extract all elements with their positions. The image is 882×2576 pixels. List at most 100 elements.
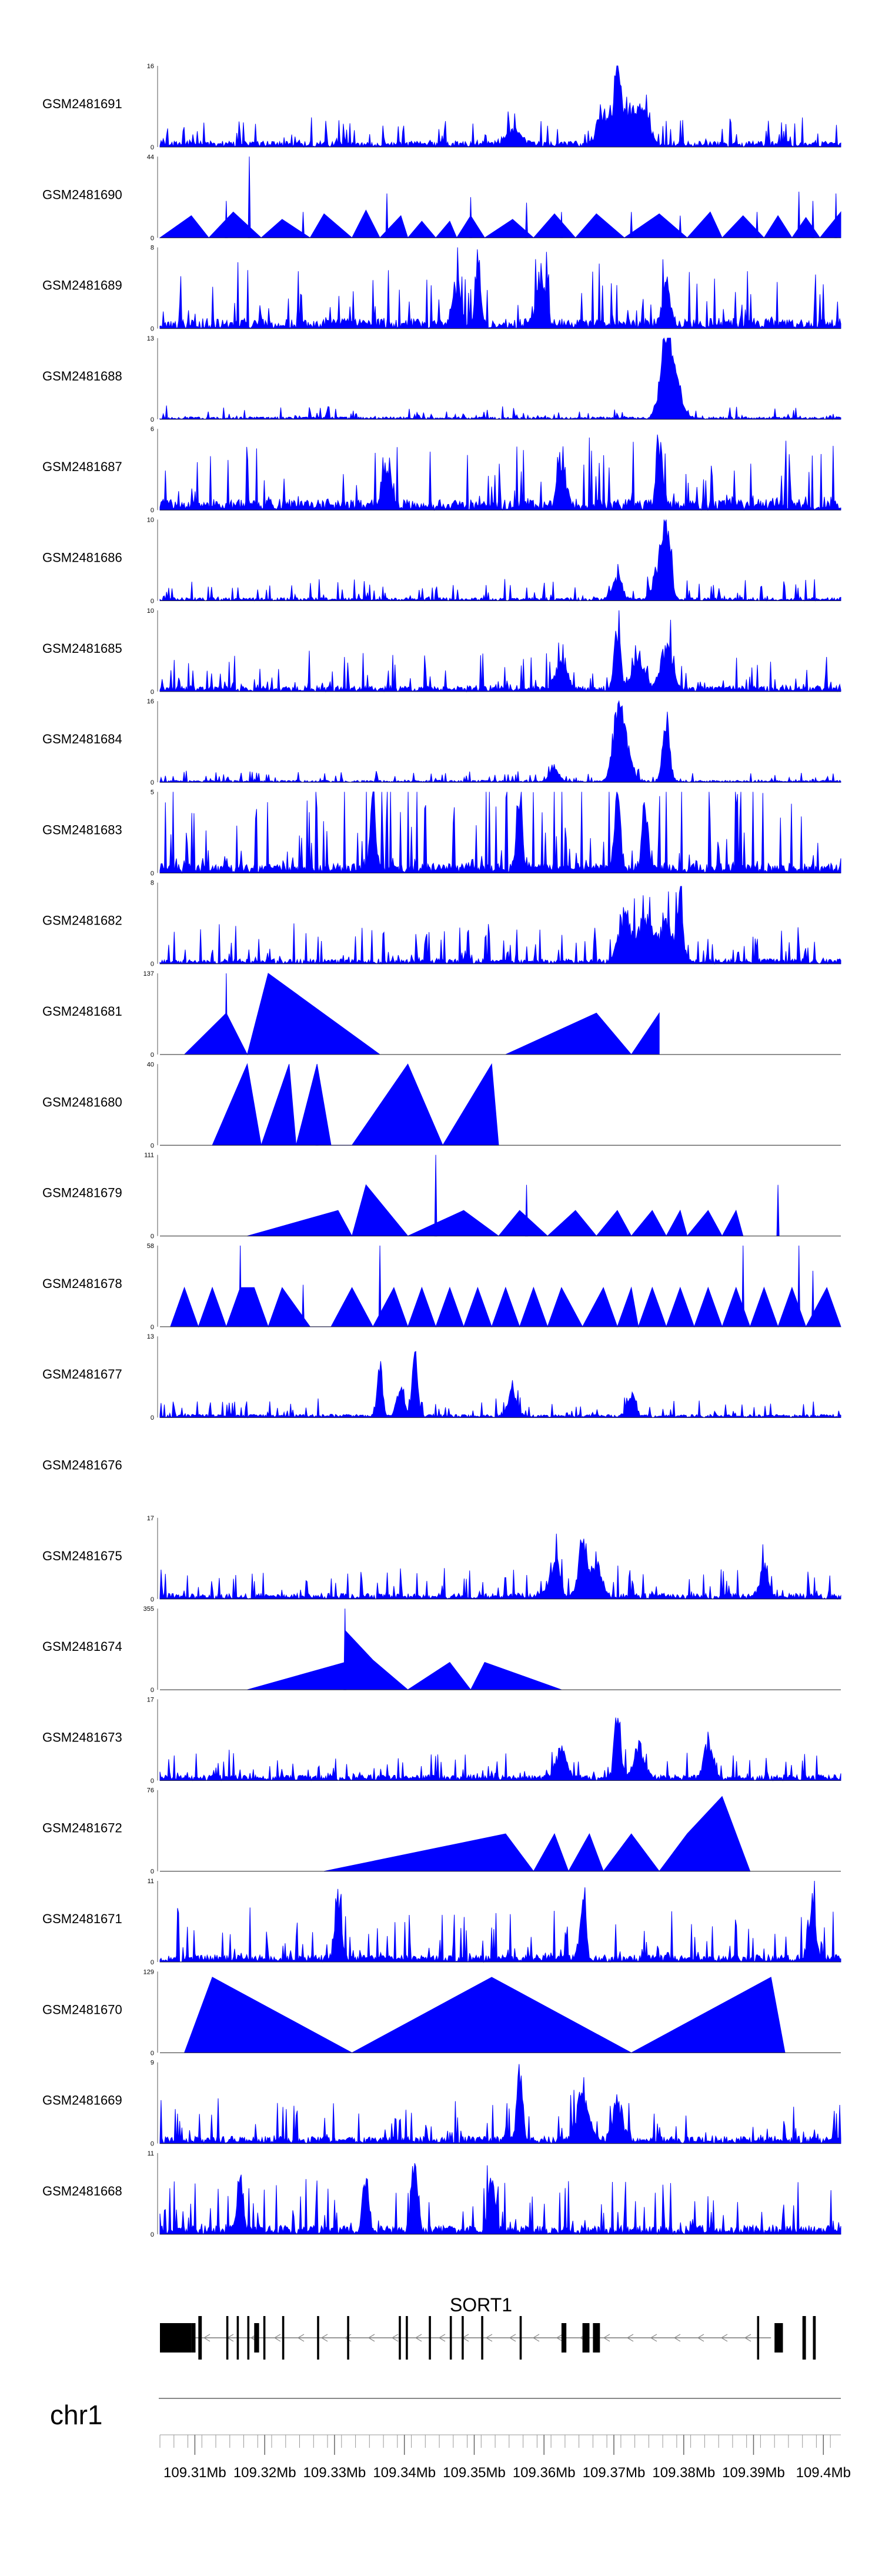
coverage-area (159, 519, 841, 602)
track-label: GSM2481673 (42, 1730, 122, 1744)
coverage-area (212, 1063, 499, 1146)
exon (247, 2316, 250, 2360)
exon (813, 2316, 816, 2360)
coverage-area (170, 1286, 841, 1328)
axis-tick-label: 109.34Mb (373, 2465, 436, 2481)
y-tick-max: 5 (151, 789, 154, 796)
exon (429, 2316, 431, 2360)
coverage-track: GSM2481690 44 0 (42, 154, 841, 242)
y-tick-max: 11 (148, 1878, 154, 1885)
coverage-spike (301, 1284, 305, 1327)
coverage-track: GSM2481679 111 0 (42, 1152, 841, 1240)
y-tick-min: 0 (151, 598, 154, 605)
chromosome-ideogram: chr1 (50, 2398, 841, 2430)
exon (160, 2323, 192, 2353)
coverage-track: GSM2481678 58 0 (42, 1243, 841, 1331)
exon (582, 2323, 590, 2353)
y-tick-min: 0 (151, 144, 154, 151)
coverage-track: GSM2481673 17 0 (42, 1696, 841, 1784)
y-tick-min: 0 (151, 1142, 154, 1149)
coverage-area (159, 886, 841, 965)
coverage-spike (239, 1245, 242, 1327)
track-label: GSM2481678 (42, 1276, 122, 1291)
gene-model-track: SORT1 (160, 2294, 816, 2360)
y-tick-max: 9 (151, 2060, 154, 2067)
exon (519, 2316, 522, 2360)
track-label: GSM2481677 (42, 1367, 122, 1382)
track-label: GSM2481676 (42, 1458, 122, 1473)
exon (481, 2316, 483, 2360)
y-tick-min: 0 (151, 870, 154, 877)
strand-arrow (650, 2334, 657, 2342)
exon (317, 2316, 319, 2360)
coverage-track: GSM2481668 11 0 (42, 2150, 841, 2238)
coverage-area (159, 2064, 841, 2144)
track-label: GSM2481682 (42, 913, 122, 928)
y-tick-min: 0 (151, 689, 154, 696)
strand-arrow (415, 2334, 422, 2342)
strand-arrow (744, 2334, 751, 2342)
coverage-spike (434, 1154, 437, 1237)
coverage-area (183, 1977, 786, 2053)
y-tick-max: 8 (151, 880, 154, 887)
y-tick-min: 0 (151, 2141, 154, 2148)
track-label: GSM2481679 (42, 1186, 122, 1200)
y-tick-min: 0 (151, 1687, 154, 1694)
y-tick-min: 0 (151, 416, 154, 423)
exon (462, 2316, 464, 2360)
axis-tick-label: 109.4Mb (796, 2465, 851, 2481)
coverage-spike (343, 1609, 347, 1690)
y-tick-max: 17 (147, 1696, 154, 1703)
y-tick-min: 0 (151, 1324, 154, 1331)
exon (191, 2323, 196, 2353)
coverage-spike (378, 1245, 382, 1327)
y-tick-max: 10 (147, 517, 154, 524)
y-tick-max: 13 (147, 1333, 154, 1340)
track-label: GSM2481683 (42, 822, 122, 837)
axis-tick-label: 109.32Mb (233, 2465, 296, 2481)
coverage-track: GSM2481677 13 0 (42, 1333, 841, 1422)
track-label: GSM2481672 (42, 1821, 122, 1836)
y-tick-min: 0 (151, 235, 154, 242)
track-label: GSM2481689 (42, 278, 122, 293)
y-tick-min: 0 (151, 326, 154, 333)
y-tick-max: 40 (147, 1061, 154, 1068)
coverage-track: GSM2481681 137 0 (42, 970, 841, 1059)
coverage-spike (797, 1245, 801, 1327)
y-tick-max: 10 (147, 608, 154, 615)
y-tick-min: 0 (151, 1233, 154, 1240)
y-tick-min: 0 (151, 2231, 154, 2238)
track-label: GSM2481688 (42, 369, 122, 383)
coverage-track: GSM2481683 5 0 (42, 789, 841, 877)
strand-arrow (626, 2334, 634, 2342)
coverage-track: GSM2481672 76 0 (42, 1787, 841, 1876)
coverage-area (159, 1717, 841, 1782)
axis-tick-label: 109.37Mb (583, 2465, 646, 2481)
exon (399, 2316, 401, 2360)
track-label: GSM2481684 (42, 732, 122, 746)
coverage-area (159, 2163, 841, 2235)
gene-model-sort1 (160, 2316, 816, 2360)
coverage-area (159, 1880, 841, 1963)
genome-coordinate-axis: 109.31Mb 109.32Mb 109.33Mb 109.34Mb 109.35Mb… (159, 2434, 851, 2481)
coverage-area (323, 1796, 751, 1872)
coverage-track: GSM2481670 129 0 (42, 1968, 841, 2057)
y-tick-min: 0 (151, 1959, 154, 1966)
exon (282, 2316, 285, 2360)
coverage-spike (385, 193, 389, 238)
y-tick-min: 0 (151, 1052, 154, 1059)
coverage-spike (811, 201, 815, 238)
strand-arrow (720, 2334, 728, 2342)
y-tick-max: 17 (147, 1515, 154, 1522)
coverage-spike (469, 197, 473, 238)
y-tick-min: 0 (151, 1596, 154, 1603)
y-tick-min: 0 (151, 1868, 154, 1876)
coverage-spike (225, 201, 228, 238)
strand-arrow (203, 2334, 211, 2342)
coverage-track: GSM2481686 10 0 (42, 517, 841, 605)
coverage-area (159, 700, 841, 783)
axis-tick-label: 109.31Mb (163, 2465, 226, 2481)
axis-tick-label: 109.33Mb (303, 2465, 366, 2481)
strand-arrow (297, 2334, 305, 2342)
